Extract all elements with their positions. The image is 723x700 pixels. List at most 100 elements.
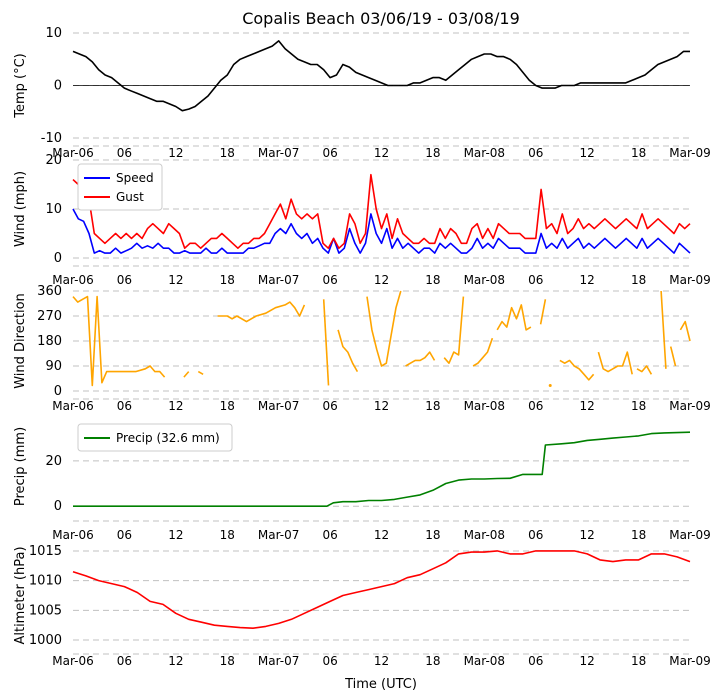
- x-tick-label: Mar-07: [258, 146, 299, 160]
- x-tick-label: Mar-08: [464, 273, 505, 287]
- chart-title: Copalis Beach 03/06/19 - 03/08/19: [242, 9, 520, 28]
- y-axis-label: Altimeter (hPa): [13, 546, 28, 644]
- legend-label: Gust: [116, 190, 144, 204]
- y-tick-label: 0: [54, 384, 62, 399]
- series-direction-direction-line: [636, 365, 653, 375]
- y-tick-label: 0: [54, 499, 62, 514]
- x-tick-label: 06: [322, 399, 337, 413]
- legend-label: Precip (32.6 mm): [116, 431, 220, 445]
- y-tick-label: 1010: [29, 574, 62, 589]
- y-tick-label: -10: [41, 131, 62, 146]
- x-tick-label: 18: [631, 146, 646, 160]
- series-direction-direction-line: [597, 351, 633, 375]
- series-direction-direction-line: [669, 346, 677, 367]
- x-tick-label: Mar-06: [52, 654, 93, 668]
- series-direction-direction-line: [322, 299, 330, 386]
- series-direction-direction-line: [337, 329, 359, 372]
- x-tick-label: 18: [631, 399, 646, 413]
- y-tick-label: 360: [37, 284, 62, 299]
- x-tick-label: 18: [425, 399, 440, 413]
- legend-box: [77, 423, 233, 452]
- x-tick-label: Mar-07: [258, 273, 299, 287]
- series-direction-direction-line: [366, 290, 402, 367]
- x-tick-label: 18: [425, 273, 440, 287]
- series-direction-direction-line: [197, 370, 204, 375]
- x-tick-label: 12: [580, 273, 595, 287]
- y-tick-label: 90: [45, 359, 62, 374]
- x-tick-label: 18: [631, 654, 646, 668]
- series-wind-speed-line: [72, 208, 691, 254]
- x-tick-label: 06: [528, 528, 543, 542]
- series-precip-precip-line: [73, 431, 691, 507]
- series-direction-direction-line: [679, 320, 691, 342]
- x-tick-label: 06: [117, 654, 132, 668]
- x-tick-label: 06: [117, 399, 132, 413]
- x-tick-label: 18: [220, 399, 235, 413]
- x-tick-label: Mar-07: [258, 399, 299, 413]
- x-tick-label: Mar-07: [258, 654, 299, 668]
- panel-precip: 0 20 Mar-06 06 12 18 Mar-07 06 12 18 Mar-08 06 12 18 M…: [13, 423, 711, 542]
- x-tick-label: 18: [425, 146, 440, 160]
- panels: -10 0 10 Mar-06 06 12 18 Mar-07 06 12 18 Mar-08 06 12…: [13, 26, 711, 668]
- series-wind-gust-line: [72, 173, 691, 249]
- x-tick-label: 06: [322, 654, 337, 668]
- x-tick-label: Mar-07: [258, 528, 299, 542]
- series-direction-direction-line: [183, 371, 190, 378]
- x-tick-label: 06: [322, 528, 337, 542]
- series-direction-direction-line: [559, 359, 595, 381]
- y-tick-label: 270: [37, 309, 62, 324]
- x-tick-label: 18: [220, 273, 235, 287]
- x-tick-label: Mar-08: [464, 146, 505, 160]
- x-tick-label: Mar-08: [464, 528, 505, 542]
- series-altimeter-altimeter-line: [72, 550, 691, 629]
- y-tick-label: 0: [54, 79, 62, 94]
- x-tick-label: Mar-06: [52, 399, 93, 413]
- x-tick-label: 12: [580, 399, 595, 413]
- x-tick-label: 06: [528, 146, 543, 160]
- x-tick-label: 18: [220, 146, 235, 160]
- x-tick-label: 12: [168, 399, 183, 413]
- panel-temp: -10 0 10 Mar-06 06 12 18 Mar-07 06 12 18 Mar-08 06 12…: [13, 26, 711, 160]
- y-axis-label: Temp (°C): [13, 53, 28, 119]
- y-tick-label: 10: [45, 202, 62, 217]
- x-tick-label: 06: [322, 273, 337, 287]
- y-tick-label: 180: [37, 334, 62, 349]
- x-tick-label: 12: [168, 528, 183, 542]
- x-tick-label: 18: [631, 528, 646, 542]
- series-direction-direction-line: [443, 296, 465, 364]
- x-tick-label: 12: [374, 399, 389, 413]
- x-tick-label: Mar-09: [669, 399, 710, 413]
- x-tick-label: Mar-06: [52, 146, 93, 160]
- panel-wind: 0 10 20 Mar-06 06 12 18 Mar-07 06 12 18 Mar-08 06 12 1…: [13, 153, 711, 287]
- x-tick-label: 12: [580, 146, 595, 160]
- series-direction-point: [548, 383, 552, 387]
- x-tick-label: 06: [117, 528, 132, 542]
- x-tick-label: Mar-06: [52, 273, 93, 287]
- x-tick-label: 12: [580, 654, 595, 668]
- y-tick-label: 1005: [29, 603, 62, 618]
- x-tick-label: 12: [168, 654, 183, 668]
- x-tick-label: 06: [117, 273, 132, 287]
- x-tick-label: 18: [425, 528, 440, 542]
- y-tick-label: 1015: [29, 544, 62, 559]
- y-tick-label: 20: [45, 153, 62, 168]
- x-tick-label: 12: [374, 273, 389, 287]
- x-tick-label: Mar-08: [464, 399, 505, 413]
- y-axis-label: Wind (mph): [13, 171, 28, 247]
- x-tick-label: 18: [631, 273, 646, 287]
- series-direction-direction-line: [405, 351, 436, 367]
- y-tick-label: 0: [54, 251, 62, 266]
- legend-box: [77, 163, 163, 211]
- panel-altimeter: 1000 1005 1010 1015 Mar-06 06 12 18 Mar-07 06 12 18…: [13, 544, 711, 668]
- x-tick-label: 06: [117, 146, 132, 160]
- x-tick-label: 18: [425, 654, 440, 668]
- y-axis-label: Wind Direction: [13, 293, 28, 389]
- x-axis-label: Time (UTC): [344, 677, 417, 692]
- x-tick-label: 06: [528, 654, 543, 668]
- x-tick-label: Mar-09: [669, 273, 710, 287]
- x-tick-label: 12: [374, 528, 389, 542]
- x-tick-label: 12: [374, 654, 389, 668]
- y-tick-label: 20: [45, 454, 62, 469]
- x-tick-label: Mar-09: [669, 654, 710, 668]
